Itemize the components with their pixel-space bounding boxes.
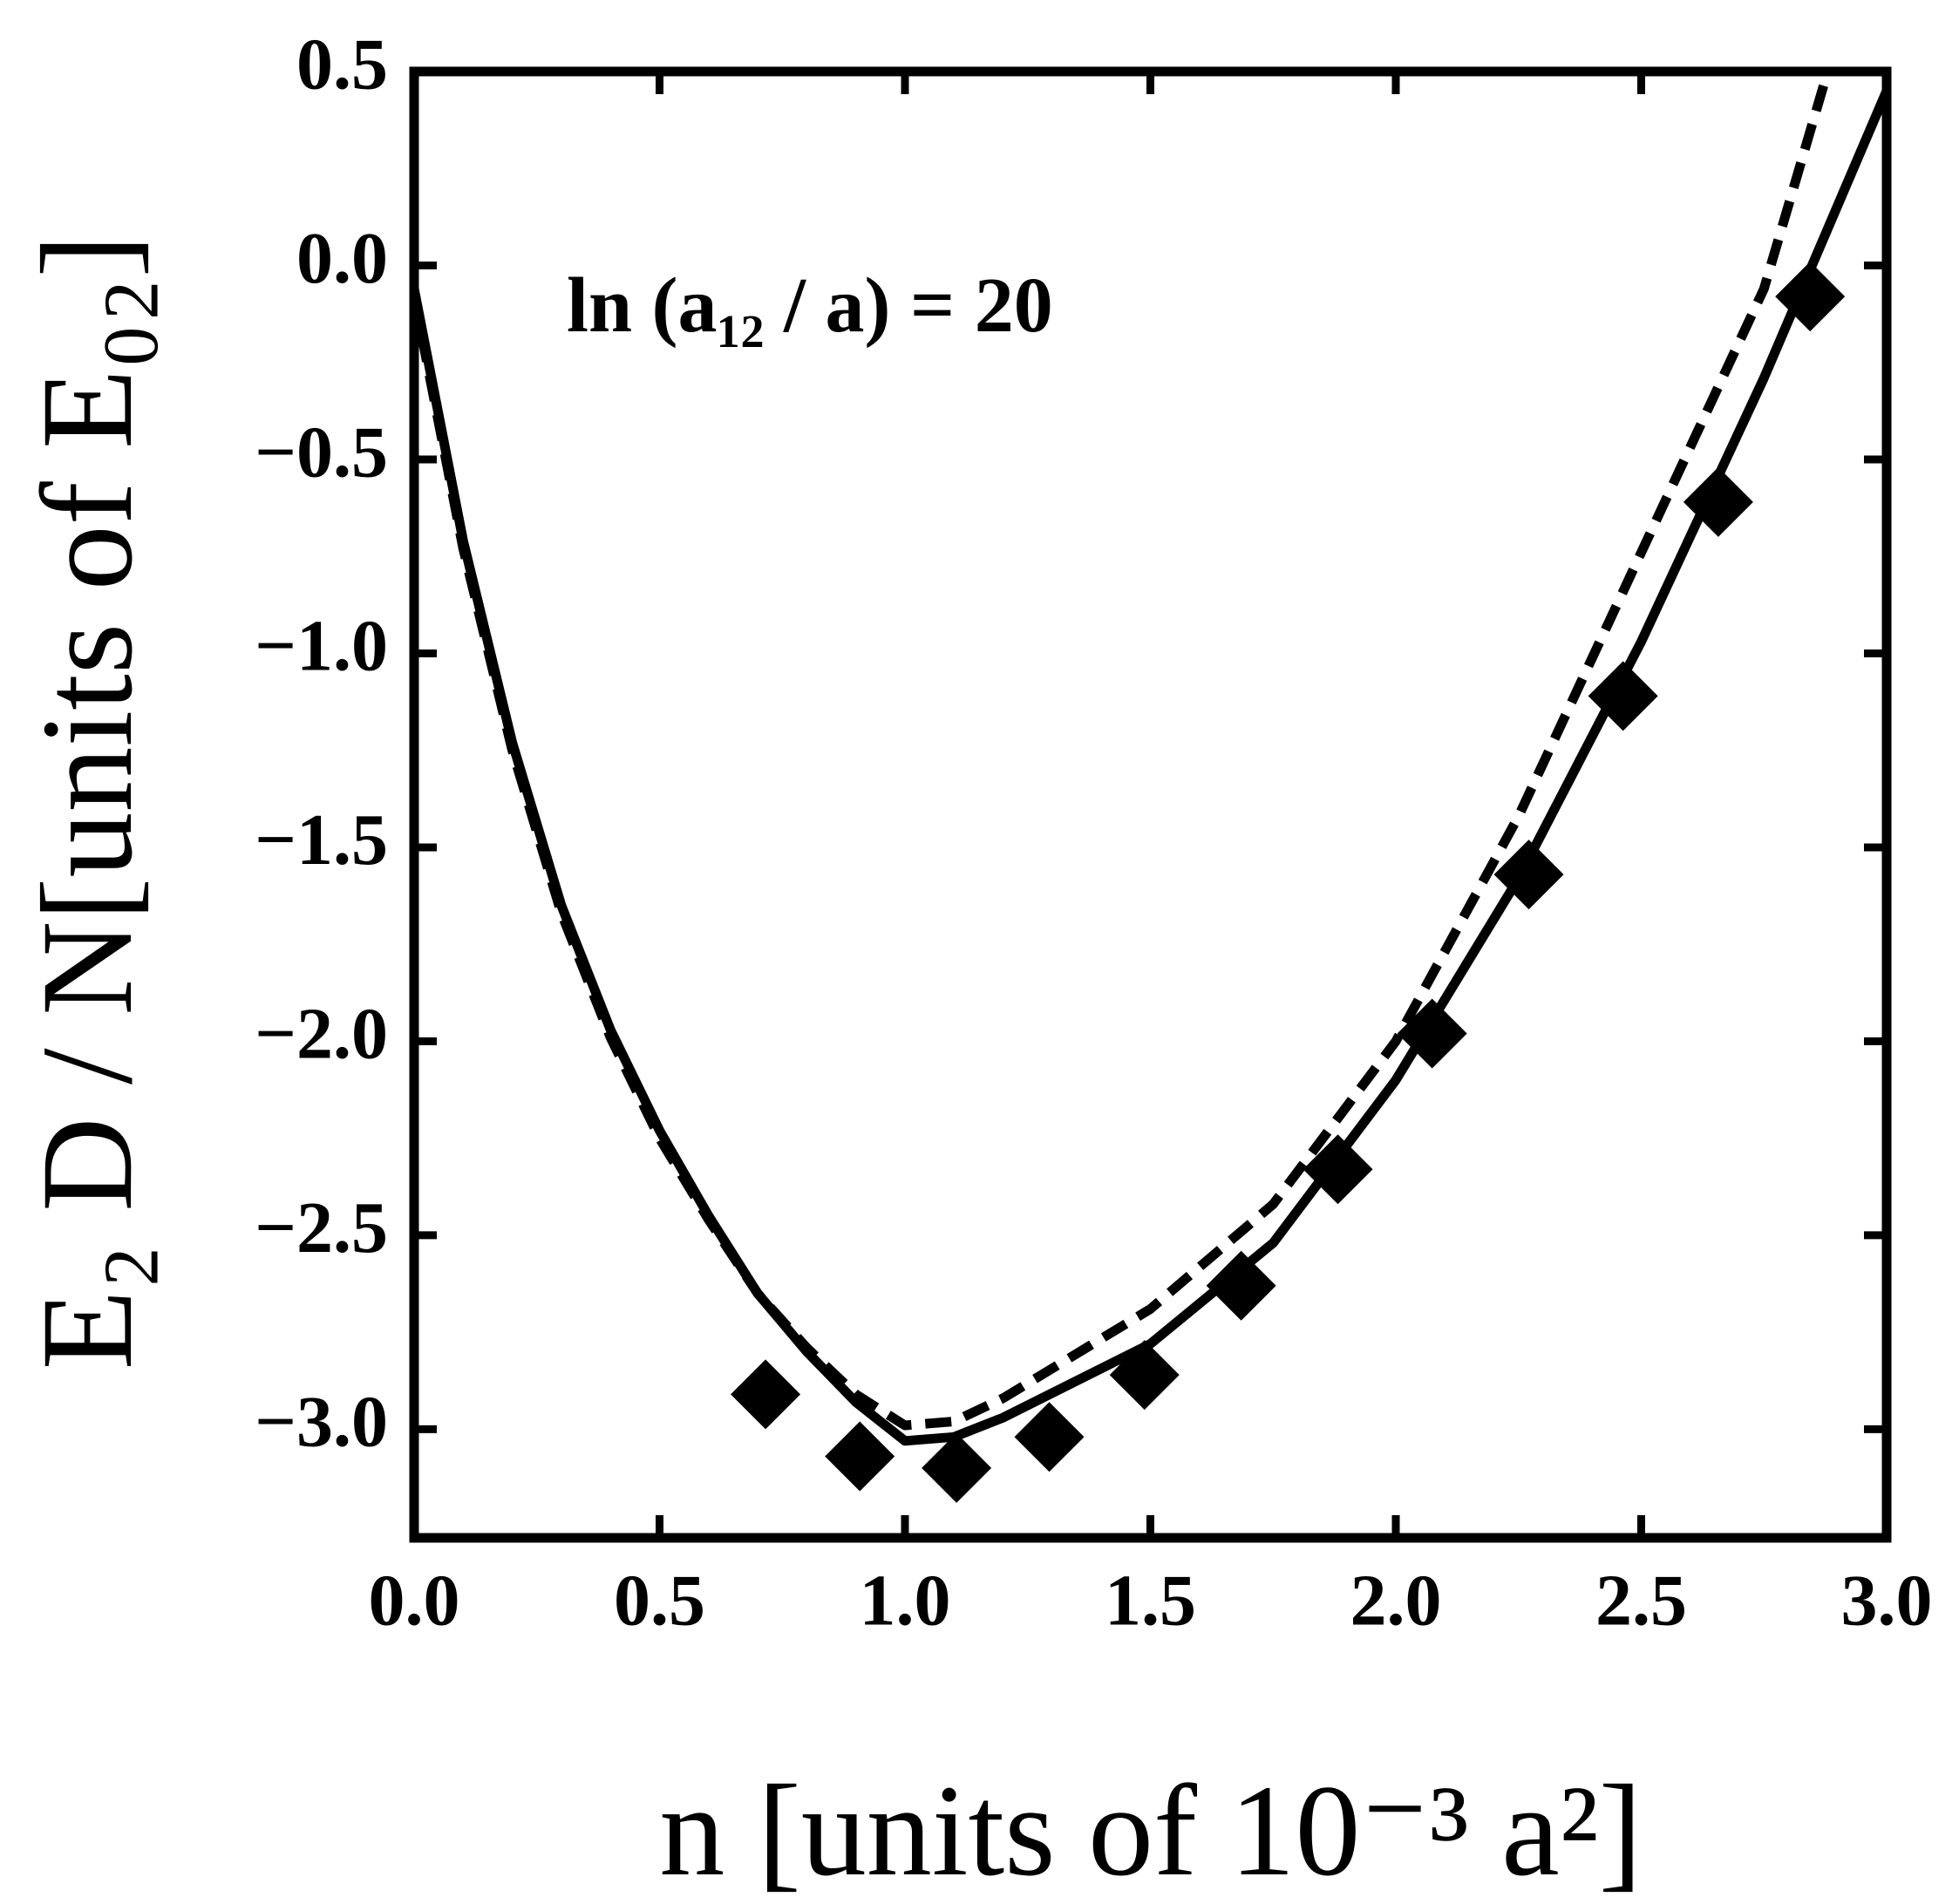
x-tick-label: 2.5 [1595,1560,1687,1641]
data-point [1588,661,1658,731]
y-tick-label: 0.0 [296,218,388,299]
y-tick-label: −1.0 [255,606,388,687]
data-point [1683,466,1753,537]
x-tick-label: 0.5 [614,1560,705,1641]
data-point [1014,1402,1085,1472]
y-axis-label: E₂ D / N[units of E₀₂] [15,235,160,1370]
x-tick-label: 2.0 [1350,1560,1442,1641]
data-point [1397,998,1467,1069]
x-tick-label: 0.0 [369,1560,460,1641]
y-tick-label: −2.5 [255,1187,388,1268]
data-point [1775,262,1846,332]
x-tick-label: 3.0 [1841,1560,1933,1641]
data-point [1303,1134,1373,1205]
data-point [922,1432,992,1503]
plot-frame [409,66,1892,1543]
data-point [1206,1250,1276,1321]
y-tick-label: −2.0 [255,994,388,1075]
data-point [1493,840,1564,910]
x-tick-label: 1.5 [1105,1560,1196,1641]
data-point [1109,1340,1180,1411]
x-axis-label: n [units of 10⁻³ a²] [659,1758,1642,1903]
y-tick-label: −3.0 [255,1382,388,1463]
annotation: ln (a₁₂ / a) = 20 [567,262,1053,349]
line-series [409,70,1833,1431]
x-tick-label: 1.0 [860,1560,951,1641]
data-point [731,1359,801,1430]
data-point [825,1421,895,1492]
y-tick-label: −0.5 [255,411,388,493]
y-tick-label: 0.5 [296,24,388,105]
y-tick-label: −1.5 [255,799,388,881]
